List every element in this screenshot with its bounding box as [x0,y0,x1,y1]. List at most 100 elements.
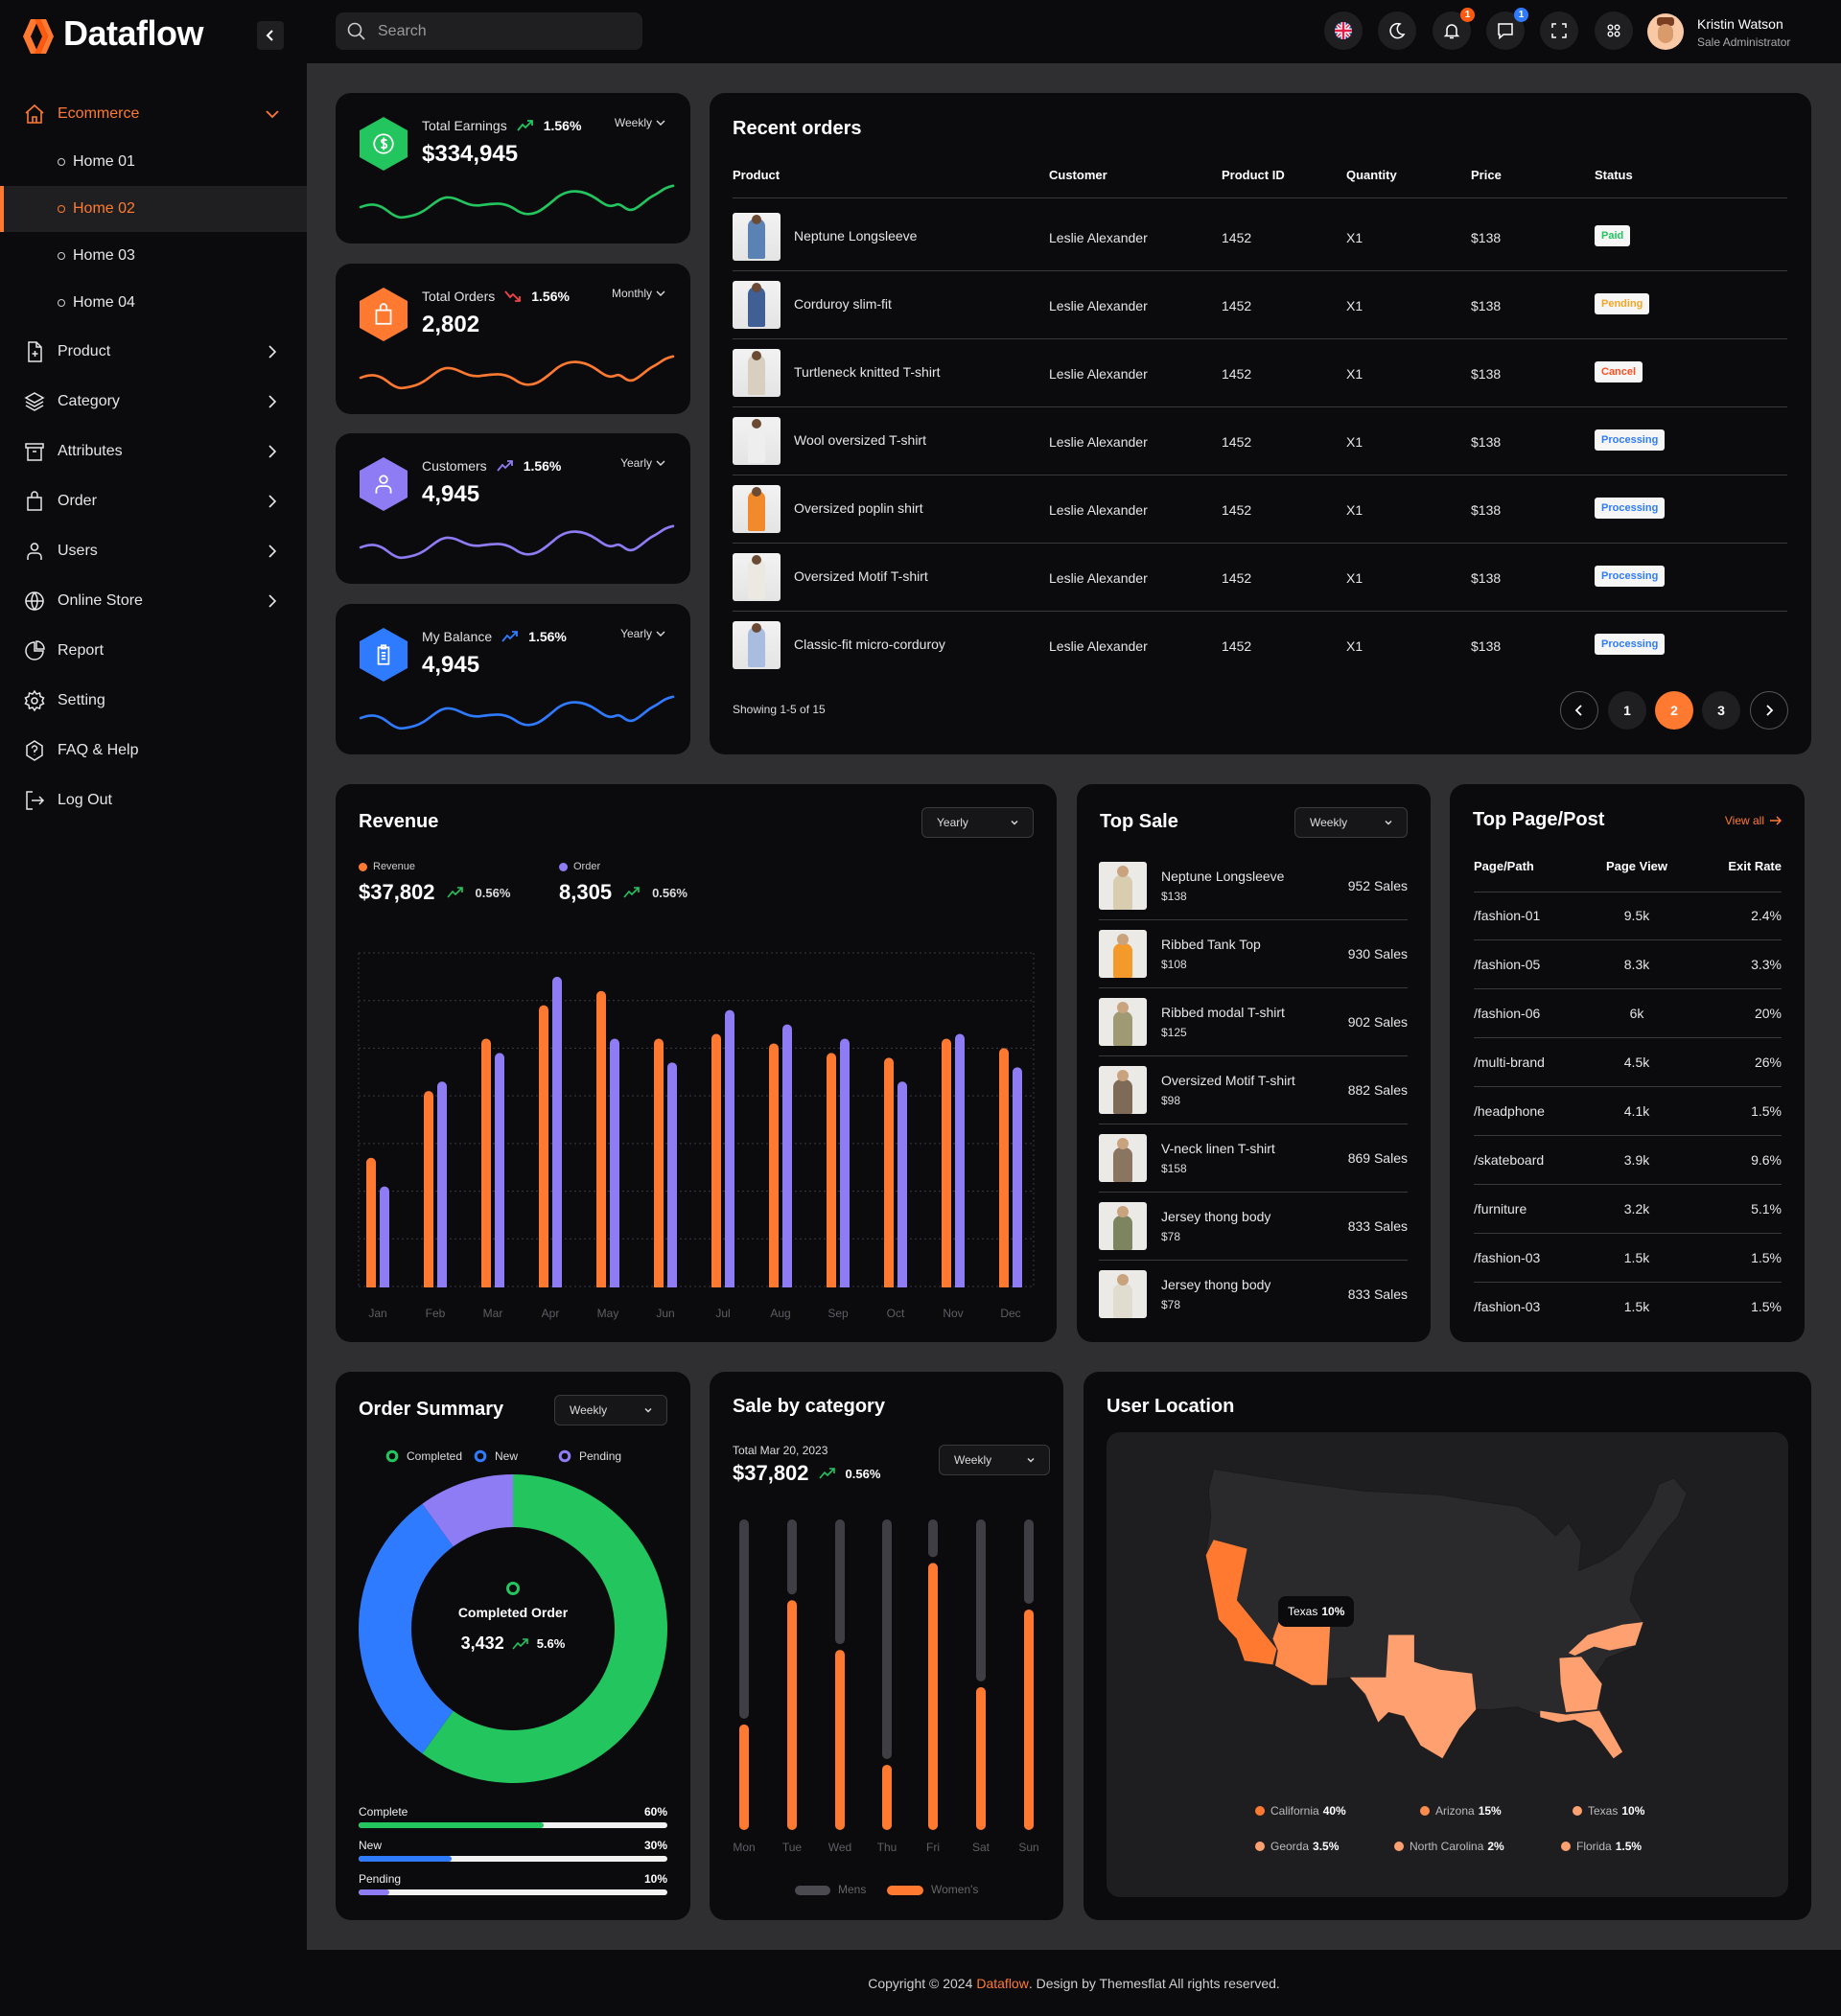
sidebar-item-attributes[interactable]: Attributes [0,429,307,475]
bar-revenue-oct [884,1057,894,1292]
page-button-2[interactable]: 2 [1655,691,1693,730]
divider [733,611,1787,612]
x-tick-label: Jun [656,1307,674,1320]
sidebar-subitem-home-03[interactable]: Home 03 [0,233,307,279]
product-price: $108 [1161,958,1187,971]
customer-name: Leslie Alexander [1049,366,1148,382]
location-legend-item: California 40% [1255,1804,1346,1818]
legend-dot [1561,1842,1571,1851]
sidebar-item-label: FAQ & Help [58,742,139,758]
page-path: /fashion-03 [1474,1250,1541,1265]
status-badge: Pending [1595,293,1650,314]
messages-button[interactable]: 1 [1486,8,1528,50]
user-badge [360,457,408,511]
bar-womens-fri [928,1563,938,1830]
chevron-down-icon [656,460,665,466]
trend-up-icon [446,887,463,898]
fullscreen-button[interactable] [1540,12,1578,50]
view-all-link[interactable]: View all [1725,814,1782,827]
order-donut-chart [359,1474,667,1783]
apps-button[interactable] [1595,12,1633,50]
user-role: Sale Administrator [1697,35,1791,49]
price: $138 [1471,434,1502,450]
product-thumbnail [1099,862,1147,910]
stat-period-dropdown[interactable]: Yearly [620,627,665,640]
customer-name: Leslie Alexander [1049,638,1148,654]
product-price: $98 [1161,1094,1181,1107]
user-location-title: User Location [1107,1396,1235,1417]
product-thumbnail [1099,998,1147,1046]
previous-page-button[interactable] [1560,691,1598,730]
chevron-down-icon [1027,1458,1035,1463]
donut-legend-item[interactable]: Pending [558,1449,621,1463]
sidebar-item-setting[interactable]: Setting [0,678,307,724]
footer-suffix: . Design by Themesflat All rights reserv… [1028,1975,1280,1991]
sidebar-item-label: Users [58,543,98,559]
user-location-card: User Location Texas 10% California 40% Ari… [1084,1372,1811,1920]
archive-icon [25,443,44,461]
revenue-legend-value: $37,802 0.56% [359,880,510,905]
legend-ring-icon [558,1449,571,1463]
search-input[interactable]: Search [336,12,642,50]
sale-category-period-dropdown[interactable]: Weekly [939,1445,1050,1475]
notifications-badge: 1 [1460,8,1475,22]
donut-legend-item[interactable]: New [474,1449,518,1463]
x-tick-label: Jul [715,1307,730,1320]
column-header: Product ID [1222,168,1285,182]
sale-total-value: $37,802 [733,1461,809,1485]
sidebar-item-product[interactable]: Product [0,329,307,375]
page-views: 3.2k [1623,1201,1650,1217]
progress-value: 60% [643,1805,667,1819]
product-name: Jersey thong body [1161,1277,1271,1292]
next-page-button[interactable] [1750,691,1788,730]
donut-legend-item[interactable]: Completed [385,1449,462,1463]
collapse-sidebar-button[interactable] [257,21,284,50]
sidebar-subitem-home-02[interactable]: Home 02 [0,186,307,232]
legend-change: 0.56% [652,885,687,900]
dark-mode-toggle[interactable] [1378,12,1416,50]
page-path: /fashion-05 [1474,957,1541,972]
sidebar-item-online-store[interactable]: Online Store [0,578,307,624]
top-sale-period-dropdown[interactable]: Weekly [1294,807,1408,838]
state-florida [1540,1710,1623,1759]
sparkline [359,695,675,730]
bar-mens-tue [787,1519,797,1595]
x-tick-label: Fri [926,1841,940,1854]
page-button-3[interactable]: 3 [1702,691,1740,730]
sidebar-item-log-out[interactable]: Log Out [0,777,307,823]
user-avatar[interactable] [1647,13,1684,50]
sidebar-group-ecommerce[interactable]: Ecommerce [0,91,307,137]
chevron-down-icon [656,290,665,296]
search-placeholder: Search [378,22,427,39]
sparkline-path [359,695,675,730]
page-path: /fashion-01 [1474,908,1541,923]
donut-center-label: Completed Order [457,1605,569,1620]
footer-brand-link[interactable]: Dataflow [976,1975,1029,1991]
progress-bar-pending [359,1889,667,1895]
legend-state: Georda [1270,1840,1310,1853]
chevron-right-icon [268,495,277,508]
sidebar-item-report[interactable]: Report [0,628,307,674]
stat-period-dropdown[interactable]: Weekly [615,116,665,129]
sidebar-subitem-home-04[interactable]: Home 04 [0,280,307,326]
page-button-1[interactable]: 1 [1608,691,1646,730]
status-badge: Cancel [1595,361,1643,382]
chevron-right-icon [268,594,277,608]
sidebar-item-faq-help[interactable]: FAQ & Help [0,728,307,774]
revenue-period-dropdown[interactable]: Yearly [921,807,1034,838]
sidebar-item-order[interactable]: Order [0,478,307,524]
column-header: Exit Rate [1728,859,1782,873]
trend-up-icon [501,631,519,642]
sidebar-item-category[interactable]: Category [0,379,307,425]
order-summary-period-dropdown[interactable]: Weekly [554,1395,667,1425]
top-pages-title: Top Page/Post [1473,809,1605,830]
language-button[interactable] [1324,12,1363,50]
exit-rate: 1.5% [1751,1103,1782,1119]
sidebar-subitem-home-01[interactable]: Home 01 [0,139,307,185]
notifications-button[interactable]: 1 [1433,8,1475,50]
stat-period-dropdown[interactable]: Yearly [620,456,665,470]
sidebar-item-users[interactable]: Users [0,528,307,574]
stat-period-dropdown[interactable]: Monthly [612,287,665,300]
bar-order-apr [552,976,562,1292]
column-header: Page/Path [1474,859,1534,873]
